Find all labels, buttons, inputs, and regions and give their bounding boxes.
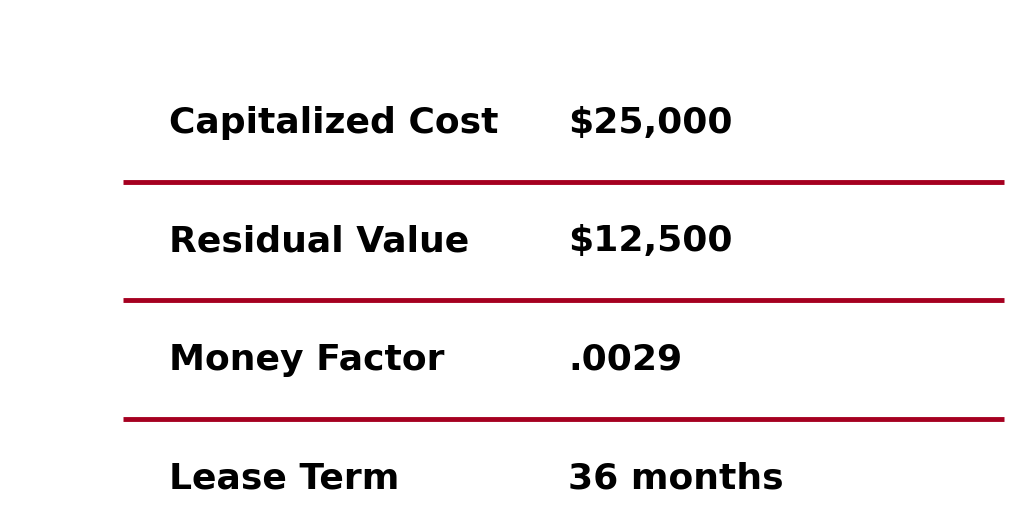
Text: $25,000: $25,000	[568, 105, 733, 140]
Text: Money Factor: Money Factor	[169, 343, 444, 377]
Text: 36 months: 36 months	[568, 461, 784, 495]
Text: $12,500: $12,500	[568, 224, 733, 258]
Text: Lease Term: Lease Term	[169, 461, 399, 495]
Text: Capitalized Cost: Capitalized Cost	[169, 105, 499, 140]
Text: .0029: .0029	[568, 343, 683, 377]
Text: Residual Value: Residual Value	[169, 224, 469, 258]
